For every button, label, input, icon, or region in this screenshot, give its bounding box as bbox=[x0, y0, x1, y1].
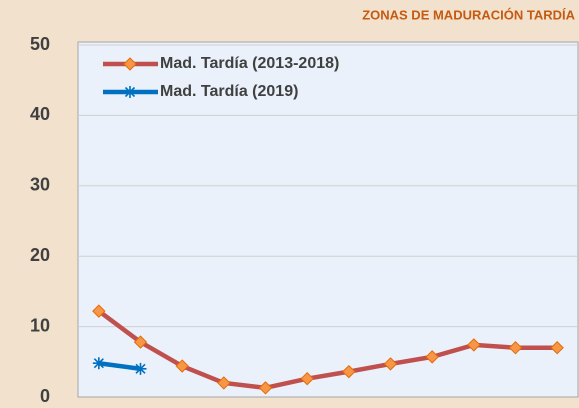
plot-area bbox=[77, 41, 579, 398]
data-point bbox=[217, 376, 231, 390]
data-point bbox=[300, 371, 314, 386]
data-point bbox=[92, 357, 105, 370]
data-point bbox=[258, 381, 273, 395]
series-line bbox=[98, 360, 141, 372]
data-point bbox=[92, 304, 106, 318]
y-tick-label: 30 bbox=[30, 175, 50, 195]
series-line bbox=[97, 309, 558, 391]
data-point bbox=[383, 357, 398, 371]
chart-title: ZONAS DE MADURACIÓN TARDÍA bbox=[362, 7, 575, 22]
y-tick-label: 0 bbox=[40, 386, 50, 406]
legend-label: Mad. Tardía (2019) bbox=[160, 83, 298, 100]
data-point bbox=[133, 335, 148, 349]
data-point bbox=[467, 338, 481, 352]
y-tick-label: 20 bbox=[30, 245, 50, 265]
legend-label: Mad. Tardía (2013-2018) bbox=[160, 55, 339, 72]
data-point bbox=[425, 350, 439, 364]
data-point bbox=[175, 359, 189, 373]
y-tick-label: 50 bbox=[30, 34, 50, 54]
legend-marker bbox=[124, 86, 136, 98]
legend-marker bbox=[123, 57, 137, 71]
data-point bbox=[550, 341, 564, 355]
y-tick-label: 10 bbox=[30, 315, 50, 335]
data-point bbox=[134, 362, 147, 375]
y-tick-label: 40 bbox=[30, 104, 50, 124]
data-point bbox=[342, 364, 356, 379]
data-point bbox=[508, 341, 523, 355]
